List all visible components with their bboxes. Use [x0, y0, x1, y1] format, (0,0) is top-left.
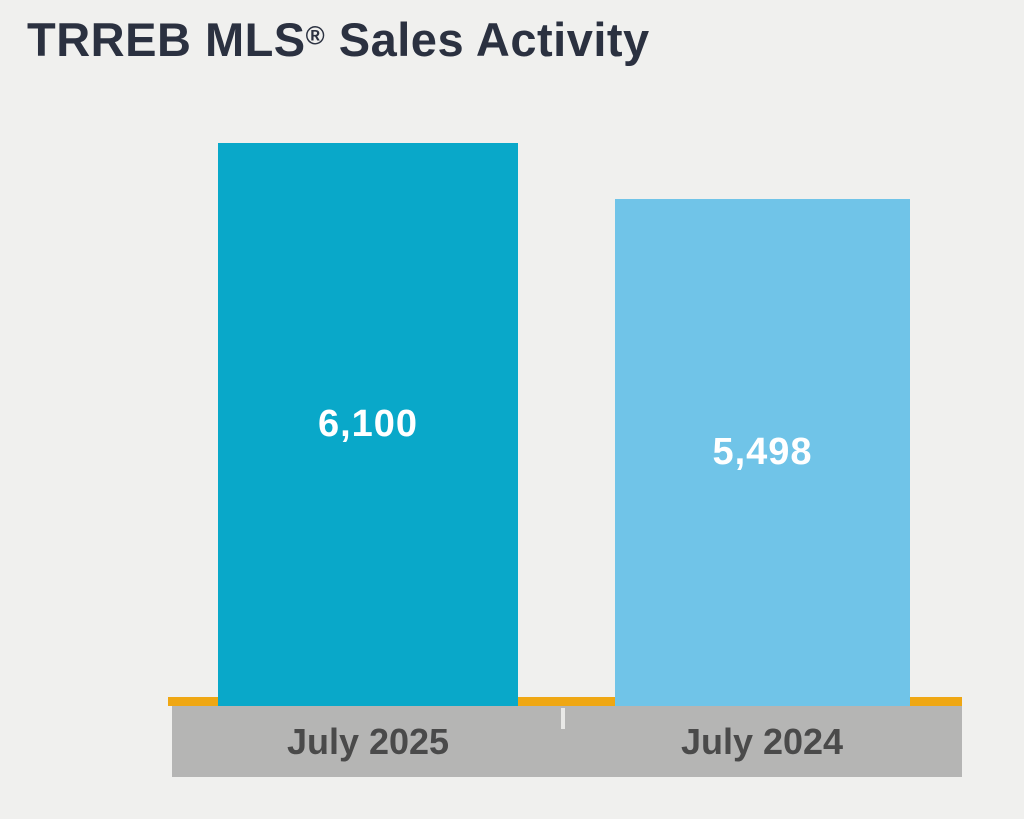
- x-axis-category-band: July 2025 July 2024: [172, 706, 962, 777]
- chart-title-suffix: Sales Activity: [325, 13, 650, 66]
- x-axis-tick: [561, 708, 565, 729]
- chart-title-prefix: TRREB MLS: [27, 13, 306, 66]
- x-axis-label-july-2024: July 2024: [680, 720, 844, 762]
- chart-title: TRREB MLS® Sales Activity: [27, 12, 650, 67]
- bar-july-2024: 5,498: [615, 199, 910, 706]
- bar-value-label-july-2025: 6,100: [317, 403, 419, 445]
- x-axis-label-july-2025: July 2025: [286, 720, 450, 762]
- registered-trademark-symbol: ®: [305, 22, 326, 51]
- bar-july-2025: 6,100: [218, 143, 518, 706]
- x-axis-baseline: [168, 697, 962, 706]
- bar-value-label-july-2024: 5,498: [712, 431, 813, 473]
